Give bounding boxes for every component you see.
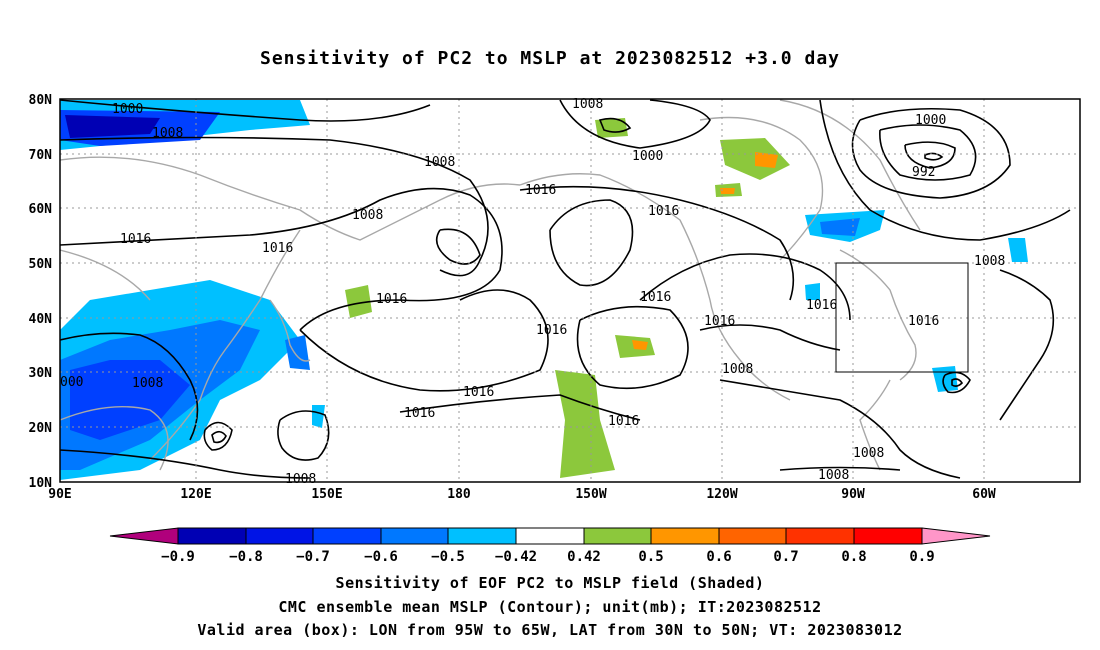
colorbar-bin	[312, 527, 382, 545]
shade-hudson-orange	[720, 188, 735, 194]
contour-label: 1016	[640, 290, 671, 305]
contour-label: 1008	[152, 126, 183, 141]
lat-tick-label: 50N	[29, 257, 53, 272]
contour-label: 1016	[608, 414, 639, 429]
colorbar-label: −0.8	[229, 549, 263, 565]
colorbar-label: 0.6	[706, 549, 731, 565]
shade-asia-deep	[70, 360, 190, 440]
lon-tick-label: 120W	[706, 487, 737, 502]
chart-title: Sensitivity of PC2 to MSLP at 2023082512…	[259, 48, 840, 69]
lon-tick-label: 150E	[311, 487, 342, 502]
graticule	[60, 99, 1080, 482]
contour-label: 000	[60, 375, 83, 390]
plot-frame	[59, 98, 1081, 483]
contour-label: 1016	[404, 406, 435, 421]
valid-area-box	[835, 262, 969, 373]
contour-label: 1016	[120, 232, 151, 247]
lon-tick-label: 120E	[180, 487, 211, 502]
colorbar-label: 0.7	[773, 549, 798, 565]
shade-kamchatka-positive	[345, 285, 372, 318]
shade-pacific-negative	[312, 405, 325, 428]
lat-tick-label: 80N	[29, 93, 53, 108]
colorbar-label: 0.8	[841, 549, 866, 565]
contour-label: 1016	[704, 314, 735, 329]
coastlines	[60, 99, 921, 471]
contour-label: 1000	[632, 149, 663, 164]
shade-hawaii-positive	[555, 370, 615, 478]
colorbar-labels: −0.9 −0.8 −0.7 −0.6 −0.5 −0.42 0.42 0.5 …	[161, 549, 935, 565]
contour-label: 1008	[132, 376, 163, 391]
contour-label: 1016	[908, 314, 939, 329]
contour-label: 1008	[285, 472, 316, 487]
lat-tick-label: 70N	[29, 148, 53, 163]
mslp-contours	[60, 99, 1071, 479]
sensitivity-shading	[60, 100, 1028, 480]
shade-arctic-deep	[65, 115, 160, 138]
contour-label: 1008	[352, 208, 383, 223]
colorbar-bin	[245, 527, 314, 545]
lat-tick-label: 20N	[29, 421, 53, 436]
contour-label: 1016	[262, 241, 293, 256]
colorbar-label: −0.6	[364, 549, 398, 565]
contour-label: 1016	[806, 298, 837, 313]
lon-axis: 90E 120E 150E 180 150W 120W 90W 60W	[48, 487, 996, 502]
contour-label: 1008	[572, 97, 603, 112]
colorbar-min-arrow	[109, 527, 179, 545]
lon-tick-label: 60W	[972, 487, 996, 502]
lat-tick-label: 10N	[29, 476, 53, 491]
shade-greenland-negative	[1008, 238, 1028, 262]
lat-tick-label: 30N	[29, 366, 53, 381]
colorbar-bin	[177, 527, 247, 545]
contour-label: 1008	[974, 254, 1005, 269]
contour-label: 992	[912, 165, 935, 180]
caption-line-3: Valid area (box): LON from 95W to 65W, L…	[197, 621, 903, 639]
colorbar-label: 0.42	[567, 549, 601, 565]
colorbar-label: −0.42	[495, 549, 537, 565]
contour-label: 1000	[112, 102, 143, 117]
contour-label: 1016	[376, 292, 407, 307]
lon-tick-label: 180	[447, 487, 471, 502]
shade-midpacific-orange	[632, 340, 648, 350]
contour-label: 1016	[463, 385, 494, 400]
contour-label: 1008	[722, 362, 753, 377]
contour-label: 1008	[853, 446, 884, 461]
colorbar-label: 0.9	[909, 549, 934, 565]
contour-label: 1008	[818, 468, 849, 483]
colorbar-bin	[515, 527, 585, 545]
colorbar-bin	[583, 527, 652, 545]
caption-line-1: Sensitivity of EOF PC2 to MSLP field (Sh…	[335, 574, 765, 592]
colorbar-label: −0.5	[431, 549, 465, 565]
shade-alaska-positive	[595, 118, 628, 138]
contour-label: 1008	[424, 155, 455, 170]
colorbar-bin	[718, 527, 787, 545]
colorbar-label: −0.9	[161, 549, 195, 565]
shade-canada-orange	[755, 152, 778, 168]
colorbar-bin	[447, 527, 517, 545]
colorbar-max-arrow	[921, 527, 991, 545]
lat-tick-label: 40N	[29, 312, 53, 327]
colorbar-bin	[650, 527, 720, 545]
contour-label: 1016	[536, 323, 567, 338]
contour-label: 1000	[915, 113, 946, 128]
colorbar-bin	[853, 527, 923, 545]
contour-label: 1016	[525, 183, 556, 198]
contour-labels: 1000 1008 1008 1016 1008 1016 1016 1008 …	[60, 97, 1005, 487]
shade-labrador-core	[820, 218, 860, 236]
caption-line-2: CMC ensemble mean MSLP (Contour); unit(m…	[278, 598, 822, 616]
lon-tick-label: 150W	[575, 487, 606, 502]
lon-tick-label: 90W	[841, 487, 865, 502]
colorbar-bin	[380, 527, 449, 545]
colorbar-bin	[785, 527, 855, 545]
colorbar	[109, 527, 991, 545]
contour-label: 1016	[648, 204, 679, 219]
colorbar-label: 0.5	[638, 549, 663, 565]
lon-tick-label: 90E	[48, 487, 71, 502]
colorbar-label: −0.7	[296, 549, 330, 565]
lat-tick-label: 60N	[29, 202, 53, 217]
shade-gulf-negative	[805, 283, 820, 300]
lat-axis: 80N 70N 60N 50N 40N 30N 20N 10N	[29, 93, 53, 491]
